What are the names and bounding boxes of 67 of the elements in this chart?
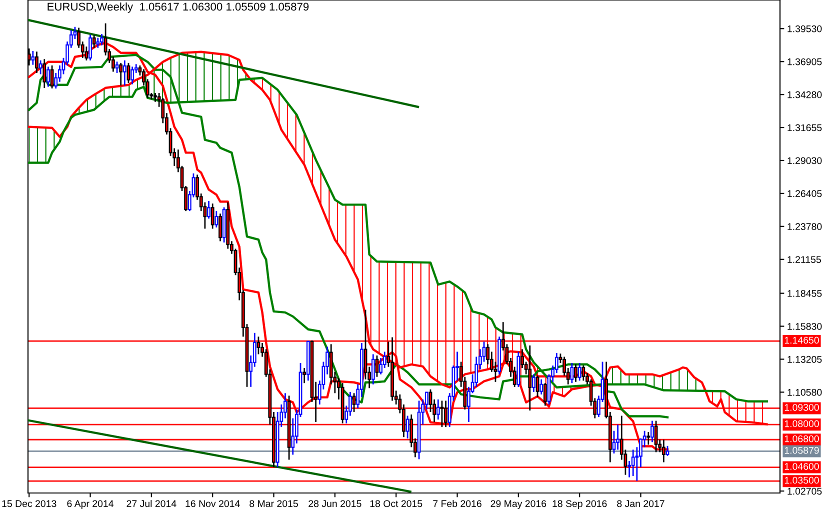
y-tick-label: 1.02705 [788, 488, 822, 495]
candlestick [582, 364, 586, 382]
candlestick [46, 66, 50, 88]
candlestick [218, 212, 222, 242]
candlestick [666, 445, 670, 457]
candlestick [375, 354, 379, 378]
candlestick [578, 362, 582, 382]
candlestick [115, 60, 119, 74]
x-tick-label: 15 Dec 2013 [2, 500, 56, 508]
ref-line-label: 1.09300 [784, 404, 819, 411]
candlestick [214, 210, 218, 228]
candlestick [536, 374, 540, 398]
y-tick-label: 1.36905 [788, 58, 822, 66]
candlestick [122, 60, 126, 86]
candlestick [38, 60, 42, 75]
ref-line-label: 1.08000 [784, 420, 819, 428]
candlestick [631, 448, 635, 477]
candlestick [84, 46, 88, 62]
candlestick [532, 374, 536, 393]
x-tick-label: 8 Mar 2015 [250, 500, 298, 508]
y-tick-label: 1.39530 [788, 25, 822, 32]
candlestick [574, 364, 578, 383]
y-tick-label: 1.34280 [788, 91, 822, 98]
x-tick-label: 18 Oct 2015 [370, 500, 422, 508]
candlestick [35, 50, 38, 74]
candlestick [436, 398, 440, 420]
ref-line-label: 1.05879 [784, 446, 819, 454]
y-tick-label: 1.21155 [788, 256, 821, 263]
candlestick [543, 382, 547, 406]
x-tick-label: 18 Sep 2016 [552, 500, 607, 510]
x-tick-label: 7 Feb 2016 [433, 500, 482, 508]
candlestick [42, 58, 46, 89]
ref-line-label: 1.14650 [784, 336, 819, 344]
candlestick [88, 34, 92, 62]
ref-line-label: 1.03500 [784, 476, 819, 484]
candlestick [616, 424, 620, 450]
candlestick [406, 415, 410, 440]
candlestick [570, 362, 574, 384]
y-tick-label: 1.10580 [788, 388, 822, 396]
y-tick-label: 1.18455 [788, 290, 822, 297]
candlestick [371, 354, 375, 386]
x-tick-label: 29 May 2016 [490, 500, 546, 510]
candlestick [119, 62, 123, 86]
y-tick-label: 1.13205 [788, 356, 822, 363]
candlestick [96, 37, 100, 49]
candlestick [650, 420, 654, 443]
candlestick [302, 367, 306, 384]
candlestick [207, 200, 210, 220]
x-tick-label: 6 Apr 2014 [67, 500, 114, 510]
ref-line-label: 1.06800 [784, 435, 819, 442]
candlestick [130, 66, 134, 85]
candlestick [126, 62, 130, 84]
chart-title: EURUSD,Weekly 1.05617 1.06300 1.05509 1.05879 [48, 2, 309, 13]
candlestick [210, 202, 214, 230]
y-tick-label: 1.31655 [788, 124, 822, 132]
x-tick-label: 8 Jan 2017 [617, 500, 664, 508]
x-tick-label: 16 Nov 2014 [186, 500, 240, 508]
ref-line-label: 1.04600 [784, 462, 819, 470]
candlestick [540, 378, 544, 396]
x-tick-label: 28 Jun 2015 [308, 500, 362, 508]
y-tick-label: 1.23780 [788, 223, 822, 230]
x-tick-label: 27 Jul 2014 [126, 500, 176, 508]
y-tick-label: 1.29030 [788, 157, 822, 164]
candlestick [100, 33, 104, 46]
y-tick-label: 1.15830 [788, 322, 822, 330]
y-tick-label: 1.26405 [788, 190, 822, 198]
candlestick [31, 50, 35, 66]
